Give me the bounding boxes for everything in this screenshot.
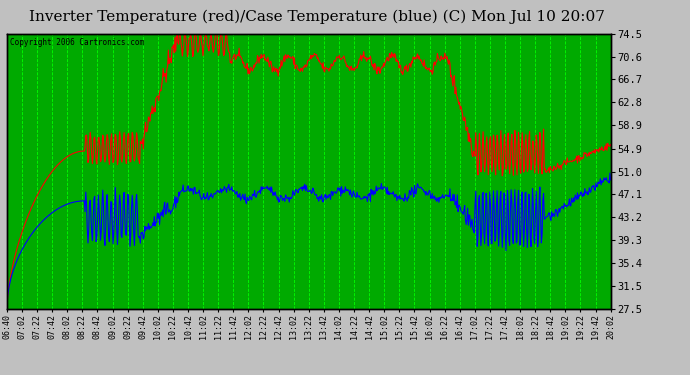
Text: Inverter Temperature (red)/Case Temperature (blue) (C) Mon Jul 10 20:07: Inverter Temperature (red)/Case Temperat…	[30, 9, 605, 24]
Text: Copyright 2006 Cartronics.com: Copyright 2006 Cartronics.com	[10, 38, 144, 47]
